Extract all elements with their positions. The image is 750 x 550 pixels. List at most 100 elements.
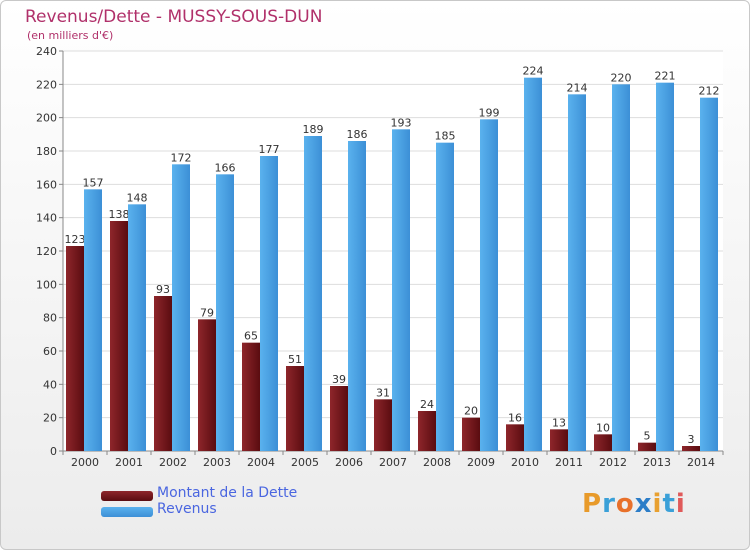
data-label-dette: 20 [464,405,478,418]
data-label-revenus: 224 [523,65,544,78]
data-label-dette: 24 [420,398,434,411]
logo-letter: r [602,489,616,519]
bar-dette [550,429,568,451]
data-label-dette: 10 [596,421,610,434]
bar-dette [506,424,524,451]
chart-title: Revenus/Dette - MUSSY-SOUS-DUN [25,7,323,27]
bar-revenus [260,156,278,451]
y-tick-label: 160 [36,178,57,191]
bar-revenus [700,97,718,452]
x-tick-label: 2011 [555,456,583,469]
bar-dette [110,221,128,451]
data-label-revenus: 199 [479,106,500,119]
data-label-dette: 138 [109,208,130,221]
data-label-revenus: 148 [127,191,148,204]
bar-dette [374,399,392,451]
bar-dette [594,434,612,451]
y-tick-label: 240 [36,45,57,58]
x-tick-label: 2014 [687,456,715,469]
data-label-revenus: 157 [83,176,104,189]
legend-label-revenus: Revenus [157,501,217,517]
data-label-dette: 93 [156,283,170,296]
data-label-revenus: 185 [435,130,456,143]
y-tick-label: 200 [36,112,57,125]
data-label-revenus: 172 [171,151,192,164]
x-tick-label: 2005 [291,456,319,469]
bar-dette [330,386,348,451]
x-tick-label: 2006 [335,456,363,469]
bar-dette [242,342,260,451]
data-label-revenus: 189 [303,123,324,136]
data-label-dette: 51 [288,353,302,366]
data-label-dette: 3 [688,433,695,446]
bar-revenus [436,142,454,451]
x-tick-label: 2013 [643,456,671,469]
y-tick-label: 120 [36,245,57,258]
data-label-revenus: 166 [215,161,236,174]
data-label-dette: 39 [332,373,346,386]
legend-swatch-dette [101,491,153,501]
y-tick-label: 0 [50,445,57,458]
y-tick-label: 100 [36,278,57,291]
bar-revenus [524,77,542,452]
x-tick-label: 2010 [511,456,539,469]
bar-revenus [84,189,102,452]
data-label-revenus: 220 [611,71,632,84]
legend-label-dette: Montant de la Dette [157,485,298,501]
logo-letter: o [615,489,635,519]
y-tick-label: 180 [36,145,57,158]
bar-dette [66,246,84,451]
logo-letter: i [652,489,663,519]
bar-dette [286,366,304,451]
bar-revenus [568,94,586,451]
bar-dette [638,442,656,451]
data-label-revenus: 214 [567,81,588,94]
bar-revenus [392,129,410,452]
bar-dette [682,446,700,451]
logo-letter: x [634,489,653,519]
bar-dette [154,296,172,451]
x-tick-label: 2004 [247,456,275,469]
bar-dette [198,319,216,451]
logo-letter: i [675,489,686,519]
y-tick-label: 80 [43,312,57,325]
data-label-dette: 5 [644,430,651,443]
data-label-dette: 31 [376,386,390,399]
data-label-dette: 65 [244,330,258,343]
y-tick-label: 40 [43,378,57,391]
bar-revenus [656,82,674,452]
bar-revenus [304,136,322,451]
y-tick-label: 220 [36,78,57,91]
chart-subtitle: (en milliers d'€) [27,29,114,42]
data-label-dette: 13 [552,416,566,429]
bar-dette [462,417,480,451]
y-tick-label: 20 [43,412,57,425]
logo-letter: P [582,489,603,519]
data-label-dette: 123 [65,233,86,246]
legend-item-dette: Montant de la Dette [101,485,361,503]
bar-revenus [480,119,498,451]
x-tick-label: 2007 [379,456,407,469]
data-label-revenus: 186 [347,128,368,141]
data-label-revenus: 221 [655,70,676,83]
x-tick-label: 2008 [423,456,451,469]
x-tick-label: 2000 [71,456,99,469]
data-label-dette: 16 [508,411,522,424]
data-label-revenus: 193 [391,116,412,129]
bar-revenus [348,141,366,451]
data-label-revenus: 212 [699,85,720,98]
bar-dette [418,411,436,451]
legend-swatch-revenus [101,507,153,517]
x-tick-label: 2012 [599,456,627,469]
x-tick-label: 2009 [467,456,495,469]
logo-letter: t [662,489,676,519]
x-tick-label: 2003 [203,456,231,469]
bar-revenus [612,84,630,451]
x-tick-label: 2002 [159,456,187,469]
bar-revenus [172,164,190,452]
data-label-revenus: 177 [259,143,280,156]
x-tick-label: 2001 [115,456,143,469]
data-label-dette: 79 [200,306,214,319]
legend-item-revenus: Revenus [101,501,361,519]
